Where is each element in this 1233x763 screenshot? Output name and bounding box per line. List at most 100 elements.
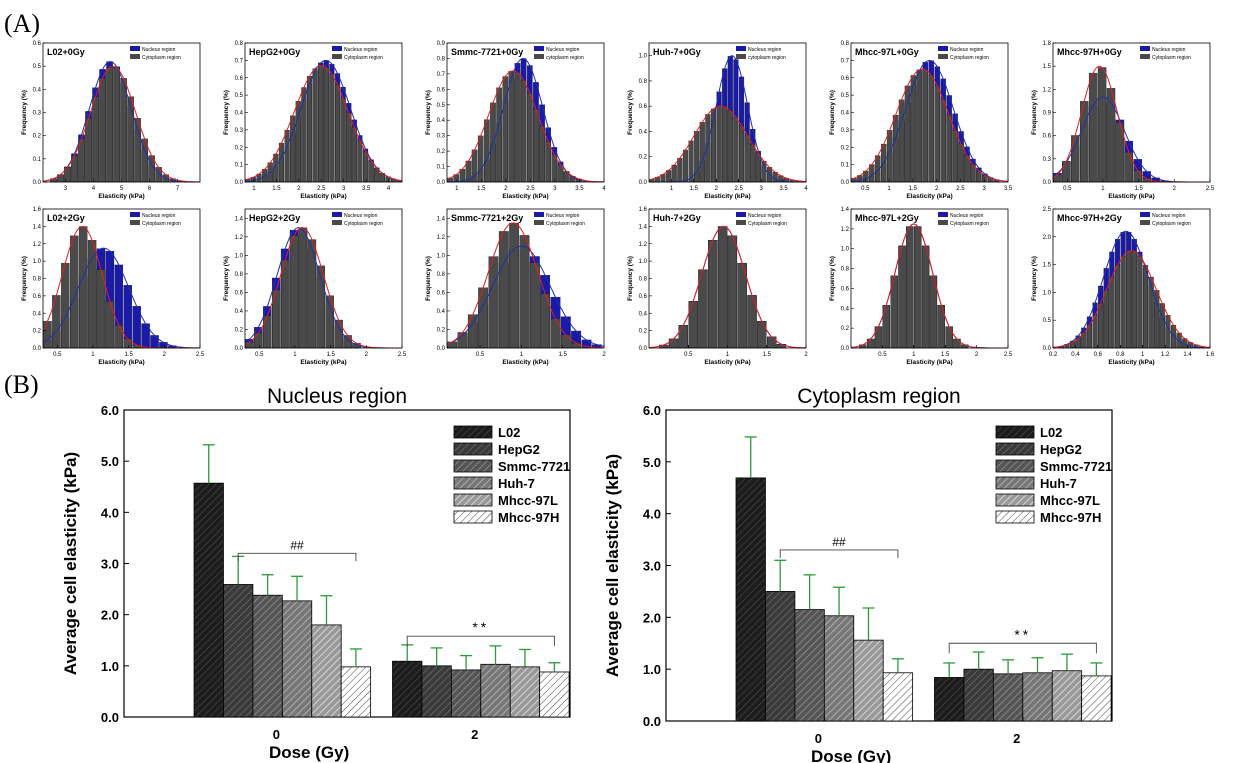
- bar-smmc-7721: [794, 609, 825, 722]
- x-axis-label: Elasticity (kPa): [704, 359, 750, 366]
- y-tick-label: 0.0: [841, 346, 850, 352]
- y-axis-label: Frequency (%): [21, 256, 28, 301]
- y-tick-label: 0.0: [101, 710, 119, 725]
- significance-label: ##: [290, 538, 304, 552]
- histogram-bar-cytoplasm: [776, 344, 787, 349]
- x-tick-label: 2: [504, 186, 508, 192]
- bar-hepg2: [421, 665, 452, 718]
- y-tick-label: 0.8: [437, 272, 446, 278]
- histogram-bar-cytoplasm: [323, 67, 329, 183]
- y-tick-label: 1.0: [33, 259, 42, 265]
- histogram-bar-cytoplasm: [1131, 251, 1137, 349]
- legend-label-nucleus: Nucleus region: [142, 47, 176, 53]
- y-tick-label: 1.4: [437, 216, 446, 222]
- y-tick-label: 0.4: [33, 311, 42, 317]
- y-tick-label: 1.6: [639, 207, 648, 213]
- x-tick-label: 4: [804, 186, 808, 192]
- legend-label: Mhcc-97H: [1040, 510, 1101, 525]
- x-tick-label: 3.5: [575, 186, 584, 192]
- legend-label-cytoplasm: Cytoplasm region: [344, 55, 383, 61]
- histogram-bar-cytoplasm: [329, 74, 335, 183]
- histogram-bar-cytoplasm: [940, 99, 946, 183]
- x-tick-label: 1: [912, 352, 916, 358]
- y-tick-label: 1.2: [235, 235, 244, 241]
- legend-label-cytoplasm: cytoplasm region: [546, 55, 584, 61]
- histogram-panel: 0.5 1 1.5 2 0.0 0.2 0.4 0.6 0.8 1.0 1.2 1.4 1.6 Huh-7…: [627, 207, 808, 366]
- fit-curve-cytoplasm: [446, 70, 605, 183]
- x-tick-label: 2: [975, 352, 979, 358]
- legend-swatch: [453, 510, 493, 524]
- y-axis-label: Frequency (%): [425, 256, 432, 301]
- y-tick-label: 0.4: [437, 309, 446, 315]
- y-tick-label: 0.6: [437, 87, 446, 93]
- histogram-bar-cytoplasm: [668, 338, 679, 349]
- x-tick-label: 2: [471, 727, 478, 742]
- y-tick-label: 1.8: [1043, 41, 1052, 47]
- significance-label: **: [1014, 626, 1031, 642]
- histogram-bar-cytoplasm: [1133, 170, 1142, 183]
- y-tick-label: 3.0: [101, 557, 119, 572]
- histogram-panel: 1 1.5 2 2.5 3 3.5 4 0.0 0.2 0.4 0.6 0.8 1.0 Huh-7+0Gy…: [627, 42, 808, 200]
- y-tick-label: 1.2: [639, 242, 648, 248]
- histogram-panel: 3 4 5 6 7 0.0 0.1 0.2 0.3 0.4 0.5 0.6 L02+0Gy Nucleus…: [21, 41, 201, 200]
- histogram-title: Mhcc-97H+2Gy: [1057, 213, 1122, 223]
- y-tick-label: 1.4: [235, 216, 244, 222]
- histogram-bar-cytoplasm: [113, 67, 120, 183]
- legend-label-cytoplasm: cytoplasm region: [748, 55, 786, 61]
- y-tick-label: 4.0: [643, 507, 661, 522]
- histogram-bar-cytoplasm: [1120, 256, 1126, 349]
- y-axis-label: Average cell elasticity (kPa): [603, 454, 622, 677]
- x-tick-label: 2: [935, 186, 939, 192]
- bar-mhcc-97l: [311, 624, 342, 718]
- histogram-bar-cytoplasm: [727, 110, 733, 183]
- histogram-bar-cytoplasm: [318, 65, 324, 183]
- y-tick-label: 2.0: [101, 608, 119, 623]
- histogram-bar-cytoplasm: [295, 101, 301, 183]
- y-tick-label: 5.0: [101, 454, 119, 469]
- significance-label: ##: [832, 535, 846, 549]
- x-tick-label: 0.5: [861, 186, 870, 192]
- histogram-bar-cytoplasm: [733, 117, 739, 183]
- bar-l02: [934, 677, 965, 722]
- histogram-bar-cytoplasm: [1086, 325, 1092, 349]
- bar-mhcc-97h: [1081, 675, 1112, 722]
- histogram-bar-cytoplasm: [1142, 265, 1149, 349]
- legend-swatch: [453, 459, 493, 473]
- histogram-bar-cytoplasm: [1092, 315, 1098, 349]
- histogram-panel: 1 1.5 2 2.5 3 3.5 4 0.0 0.1 0.2 0.3 0.4 0.5 0.6 0.7 0.8…: [425, 41, 606, 200]
- x-tick-label: 4: [602, 186, 606, 192]
- legend-label-nucleus: Nucleus region: [748, 213, 782, 219]
- y-axis-label: Frequency (%): [1031, 256, 1038, 301]
- histogram-bar-cytoplasm: [682, 149, 688, 183]
- panel-label-b: (B): [4, 370, 39, 399]
- histogram-bar-cytoplasm: [301, 87, 307, 183]
- bar-huh-7: [1022, 672, 1053, 722]
- histogram-bar-cytoplasm: [306, 76, 313, 183]
- histogram-panel: 0.5 1 1.5 2 2.5 0.0 0.3 0.6 0.9 1.2 1.5 1.8 Mhcc-97H…: [1031, 41, 1215, 200]
- x-tick-label: 2: [365, 352, 369, 358]
- y-tick-label: 0.0: [235, 346, 244, 352]
- histogram-bar-cytoplasm: [127, 96, 134, 183]
- y-tick-label: 0.0: [639, 180, 648, 186]
- y-tick-label: 0.1: [33, 157, 42, 163]
- y-tick-label: 0.9: [1043, 111, 1052, 117]
- y-axis-label: Frequency (%): [1031, 90, 1038, 135]
- x-tick-label: 3: [64, 186, 68, 192]
- histogram-bar-cytoplasm: [892, 114, 899, 183]
- histogram-bar-nucleus: [150, 335, 159, 349]
- plot-frame: [1052, 208, 1211, 349]
- plot-frame: [648, 42, 807, 183]
- histogram-bar-cytoplasm: [43, 321, 52, 349]
- y-tick-label: 0.0: [33, 346, 42, 352]
- legend-swatch-cytoplasm: [938, 54, 948, 59]
- histogram-bar-cytoplasm: [278, 142, 284, 183]
- legend-swatch-cytoplasm: [130, 220, 140, 225]
- bar-mhcc-97l: [1051, 670, 1083, 722]
- x-axis-label: Elasticity (kPa): [906, 193, 952, 200]
- legend-label-nucleus: Nucleus region: [950, 47, 984, 53]
- histogram-bar-cytoplasm: [571, 342, 582, 349]
- y-tick-label: 0.4: [639, 129, 648, 135]
- plot-frame: [244, 42, 403, 183]
- fit-curve-cytoplasm: [850, 68, 1009, 182]
